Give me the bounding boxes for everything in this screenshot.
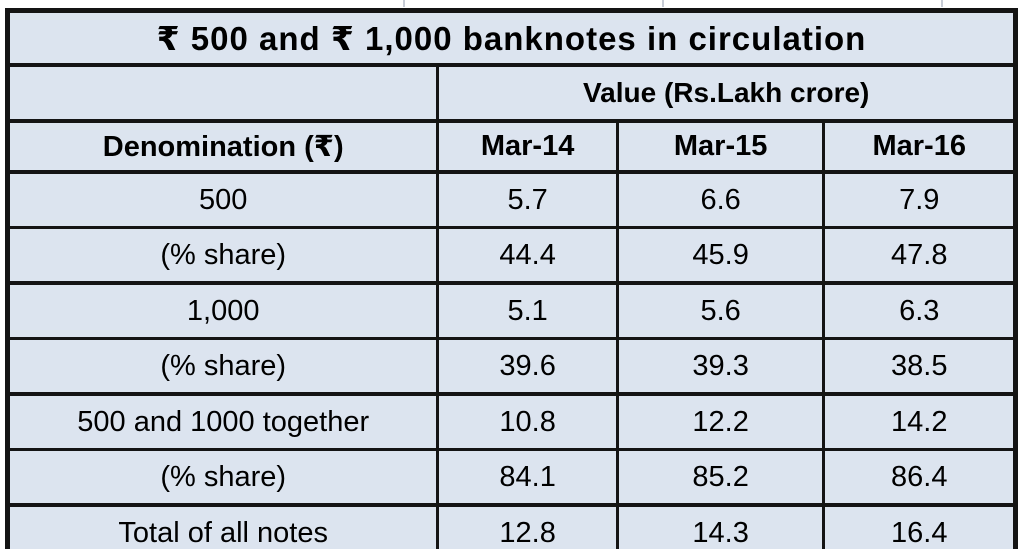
cell-value: 7.9 [822, 170, 1017, 229]
cell-value: 16.4 [822, 503, 1017, 549]
table-row: 500 5.7 6.6 7.9 [5, 170, 1017, 229]
column-header-mar15: Mar-15 [615, 119, 826, 174]
value-group-header: Value (Rs.Lakh crore) [436, 63, 1017, 123]
row-label: (% share) [5, 448, 440, 507]
column-header-mar16: Mar-16 [822, 119, 1017, 174]
cell-value: 44.4 [436, 226, 619, 285]
cell-value: 86.4 [822, 448, 1017, 507]
cell-value: 5.6 [615, 281, 826, 340]
cell-value: 85.2 [615, 448, 826, 507]
column-header-mar14: Mar-14 [436, 119, 619, 174]
cell-value: 39.3 [615, 337, 826, 396]
cell-value: 5.7 [436, 170, 619, 229]
cell-value: 6.3 [822, 281, 1017, 340]
blank-cell [5, 63, 440, 123]
cell-value: 14.3 [615, 503, 826, 549]
row-label: Total of all notes [5, 503, 440, 549]
table-title-row: ₹ 500 and ₹ 1,000 banknotes in circulati… [6, 9, 1017, 67]
table-row: (% share) 44.4 45.9 47.8 [5, 226, 1017, 285]
column-header-denomination: Denomination (₹) [5, 119, 440, 174]
cell-value: 12.8 [436, 503, 619, 549]
table-title: ₹ 500 and ₹ 1,000 banknotes in circulati… [6, 9, 1017, 67]
table-row: (% share) 84.1 85.2 86.4 [5, 448, 1017, 507]
table-row: Total of all notes 12.8 14.3 16.4 [5, 503, 1017, 549]
cell-value: 38.5 [822, 337, 1017, 396]
cell-value: 12.2 [615, 392, 826, 451]
row-label: 500 and 1000 together [5, 392, 440, 451]
cell-value: 47.8 [822, 226, 1017, 285]
gridline-artifact [941, 0, 943, 7]
column-header-row: Denomination (₹) Mar-14 Mar-15 Mar-16 [5, 119, 1017, 174]
row-label: 1,000 [5, 281, 440, 340]
table-row: 500 and 1000 together 10.8 12.2 14.2 [5, 392, 1017, 451]
gridline-artifact [403, 0, 405, 7]
banknotes-table: ₹ 500 and ₹ 1,000 banknotes in circulati… [5, 8, 1018, 549]
cell-value: 45.9 [615, 226, 826, 285]
value-header-row: Value (Rs.Lakh crore) [5, 63, 1017, 123]
cell-value: 6.6 [615, 170, 826, 229]
cell-value: 39.6 [436, 337, 619, 396]
row-label: 500 [5, 170, 440, 229]
row-label: (% share) [5, 337, 440, 396]
gridline-artifact [662, 0, 664, 7]
table-row: 1,000 5.1 5.6 6.3 [5, 281, 1017, 340]
row-label: (% share) [5, 226, 440, 285]
cell-value: 14.2 [822, 392, 1017, 451]
table-row: (% share) 39.6 39.3 38.5 [5, 337, 1017, 396]
cell-value: 5.1 [436, 281, 619, 340]
cell-value: 84.1 [436, 448, 619, 507]
cell-value: 10.8 [436, 392, 619, 451]
